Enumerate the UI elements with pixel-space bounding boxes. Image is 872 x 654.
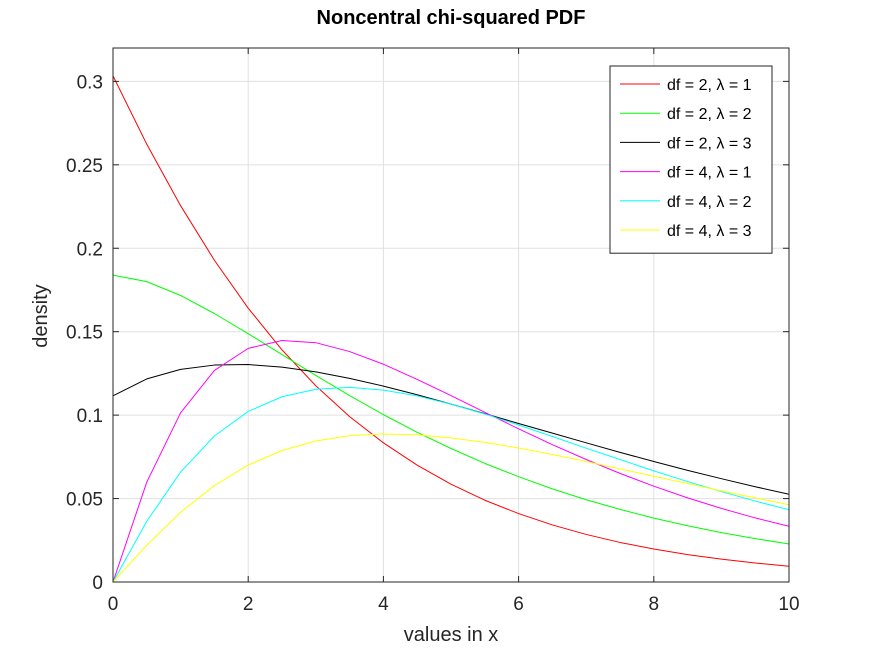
series-line-5 xyxy=(112,386,790,583)
y-tick-label: 0.15 xyxy=(66,323,103,344)
legend-label: df = 2, λ = 2 xyxy=(667,106,752,123)
y-axis-label: density xyxy=(30,284,52,347)
x-tick-label: 8 xyxy=(649,594,660,615)
legend-box xyxy=(609,65,773,254)
y-tick-label: 0 xyxy=(92,573,103,594)
legend-label: df = 4, λ = 3 xyxy=(667,223,752,240)
series-lines xyxy=(112,75,790,583)
y-tick-label: 0.3 xyxy=(77,72,103,93)
y-tick-label: 0.25 xyxy=(66,156,103,177)
series-line-2 xyxy=(112,274,790,545)
series-line-4 xyxy=(112,340,790,583)
legend: df = 2, λ = 1 df = 2, λ = 2 df = 2, λ = 3 d… xyxy=(609,65,773,254)
legend-label: df = 2, λ = 3 xyxy=(667,135,752,152)
ticks: 0 2 4 6 8 10 0 0.05 0.1 0.15 0.2 0.25 0.3 xyxy=(66,48,800,615)
series-line-6 xyxy=(112,433,790,583)
y-tick-label: 0.1 xyxy=(77,406,103,427)
legend-label: df = 4, λ = 1 xyxy=(667,165,752,182)
x-tick-label: 6 xyxy=(513,594,524,615)
legend-label: df = 4, λ = 2 xyxy=(667,194,752,211)
chart-title: Noncentral chi-squared PDF xyxy=(317,7,586,29)
x-tick-label: 2 xyxy=(243,594,254,615)
y-tick-label: 0.2 xyxy=(77,239,103,260)
x-tick-label: 10 xyxy=(778,594,799,615)
legend-label: df = 2, λ = 1 xyxy=(667,77,752,94)
x-axis-label: values in x xyxy=(404,624,499,646)
x-tick-label: 0 xyxy=(108,594,119,615)
x-tick-label: 4 xyxy=(378,594,389,615)
y-tick-label: 0.05 xyxy=(66,490,103,511)
plot-frame xyxy=(112,47,790,583)
series-line-1 xyxy=(112,75,790,567)
